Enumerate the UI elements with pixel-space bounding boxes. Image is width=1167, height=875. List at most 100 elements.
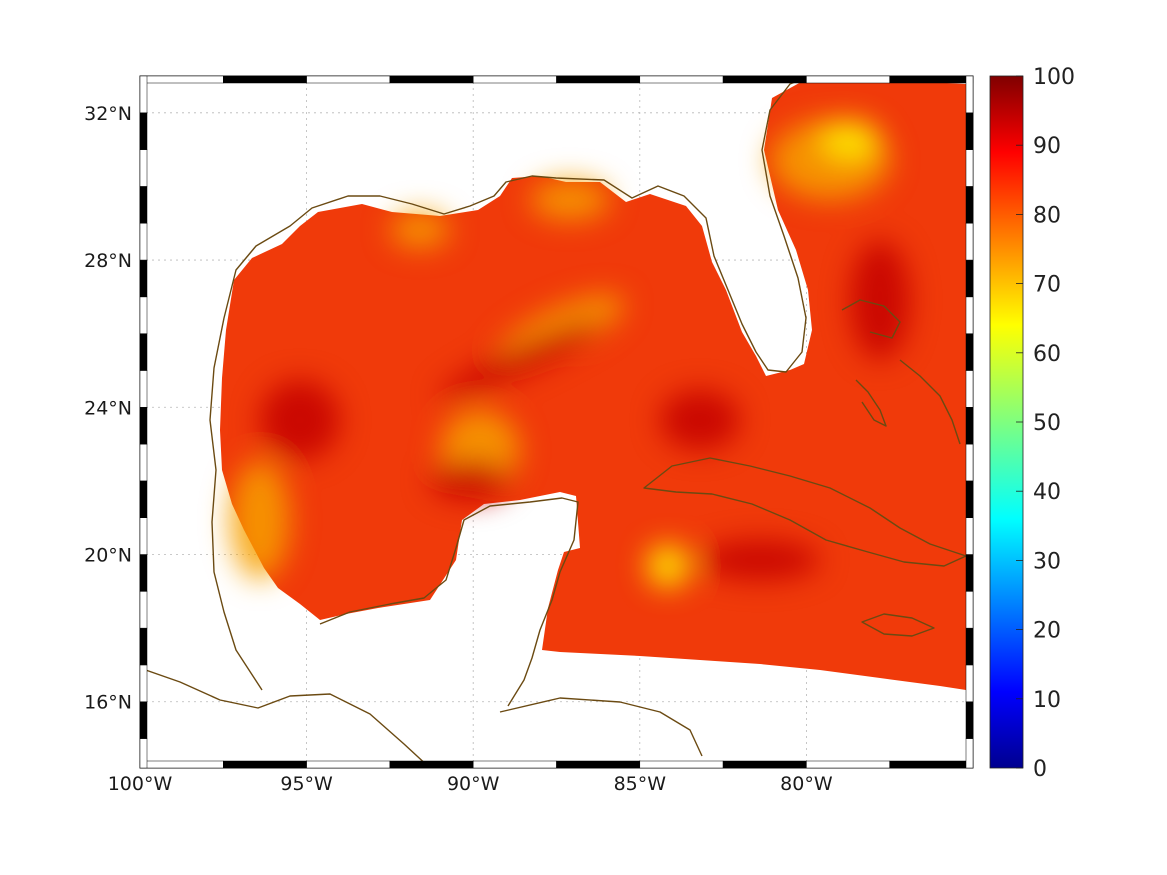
frame-band-lat	[139, 370, 148, 408]
frame-band-lon	[389, 760, 474, 769]
honduras-coast	[499, 697, 703, 757]
colorbar-tick-label-1: 10	[1033, 688, 1061, 713]
yucatan-coast-line	[319, 497, 579, 707]
lat-tick-label-1: 20°N	[84, 545, 132, 567]
frame-band-lat	[965, 701, 974, 739]
colorbar-tick-label-3: 30	[1033, 549, 1061, 574]
frame-band-lat	[139, 259, 148, 298]
frame-band-lat	[965, 591, 974, 629]
lon-tick-label-4: 80°W	[780, 773, 833, 795]
frame-band-lat	[139, 296, 148, 334]
field-texture-1	[390, 212, 450, 248]
lon-tick-label-2: 90°W	[447, 773, 500, 795]
lat-tick-label-3: 28°N	[84, 250, 132, 272]
bahamas-outline	[841, 299, 961, 445]
frame-band-lat	[139, 149, 148, 187]
frame-band-lon	[223, 760, 307, 769]
frame-band-lat	[139, 627, 148, 666]
frame-band-lon	[306, 75, 391, 84]
colorbar-tick-label-8: 80	[1033, 203, 1061, 228]
central-america-coast	[140, 667, 431, 768]
colorbar-tick-label-7: 70	[1033, 273, 1061, 298]
lon-tick-label-0: 100°W	[108, 773, 173, 795]
field-texture-11	[430, 460, 510, 500]
field-texture-6	[260, 380, 340, 460]
frame-band-lat	[139, 480, 148, 518]
frame-band-lon	[472, 760, 557, 769]
frame-band-lon	[389, 75, 474, 84]
field-texture-8	[660, 390, 740, 450]
frame-band-lat	[965, 259, 974, 298]
coastlines	[140, 76, 967, 768]
frame-band-lat	[965, 370, 974, 408]
frame-band-lat	[965, 186, 974, 224]
colorbar-tick-labels: 0 10 20 30 40 50 60 70 80 90 100	[1016, 65, 1075, 782]
frame-band-lat	[965, 664, 974, 702]
field-texture-12	[646, 544, 690, 588]
lat-tick-label-0: 16°N	[84, 692, 132, 714]
frame-band-lon	[806, 75, 890, 84]
data-field	[220, 76, 966, 690]
frame-band-lat	[139, 407, 148, 445]
frame-band-lon	[639, 75, 724, 84]
frame-band-lon	[556, 75, 641, 84]
frame-band-lat	[139, 222, 148, 261]
frame-band-lat	[139, 75, 148, 114]
lon-tick-labels: 100°W 95°W 90°W 85°W 80°W	[108, 773, 833, 795]
frame-band-lon	[722, 75, 807, 84]
colorbar-tick-label-2: 20	[1033, 619, 1061, 644]
frame-band-lat	[139, 112, 148, 150]
frame-band-lat	[139, 554, 148, 592]
frame-band-lat	[139, 738, 148, 769]
frame-band-lon	[889, 75, 974, 84]
frame-band-lat	[965, 517, 974, 555]
colorbar-tick-label-4: 40	[1033, 480, 1061, 505]
colorbar-tick-label-9: 90	[1033, 134, 1061, 159]
frame-band-lat	[139, 664, 148, 702]
lat-tick-label-4: 32°N	[84, 103, 132, 125]
frame-band-lat	[965, 222, 974, 261]
colorbar-tick-label-5: 50	[1033, 411, 1061, 436]
frame-band-lon	[556, 760, 641, 769]
colorbar-tick-label-0: 0	[1033, 757, 1047, 782]
frame-band-lat	[139, 186, 148, 224]
colorbar-tick-label-10: 100	[1033, 65, 1075, 90]
lat-tick-labels: 16°N 20°N 24°N 28°N 32°N	[84, 103, 132, 714]
frame-band-lat	[965, 296, 974, 334]
field-texture-7	[438, 319, 602, 401]
frame-band-lat	[965, 627, 974, 666]
field-texture-5	[230, 460, 290, 580]
frame-band-lat	[965, 738, 974, 769]
frame-band-lat	[965, 554, 974, 592]
frame-band-lat	[965, 112, 974, 150]
frame-band-lat	[965, 333, 974, 371]
frame-band-lon	[806, 760, 890, 769]
gulf-coast-line	[209, 76, 812, 691]
frame-band-lon	[889, 760, 974, 769]
frame-band-lon	[722, 760, 807, 769]
frame-band-lat	[965, 443, 974, 482]
jamaica-outline	[861, 613, 935, 637]
field-texture-2	[530, 180, 610, 220]
field-texture-13	[820, 120, 880, 160]
frame-band-lon	[223, 75, 307, 84]
frame-band-lat	[139, 591, 148, 629]
frame-band-lat	[965, 75, 974, 114]
lon-tick-label-1: 95°W	[280, 773, 333, 795]
frame-band-lon	[306, 760, 391, 769]
frame-band-lat	[139, 443, 148, 482]
frame-band-lon	[139, 760, 224, 769]
frame-band-lon	[472, 75, 557, 84]
field-texture-9	[850, 240, 910, 360]
frame-band-lon	[639, 760, 724, 769]
frame-band-lat	[139, 333, 148, 371]
frame-band-lon	[139, 75, 224, 84]
frame-band-lat	[139, 701, 148, 739]
field-texture-10	[700, 540, 820, 580]
frame-band-lat	[965, 149, 974, 187]
lat-tick-label-2: 24°N	[84, 397, 132, 419]
frame-band-lat	[965, 480, 974, 518]
lon-tick-label-3: 85°W	[614, 773, 667, 795]
frame-ticks	[139, 75, 974, 769]
